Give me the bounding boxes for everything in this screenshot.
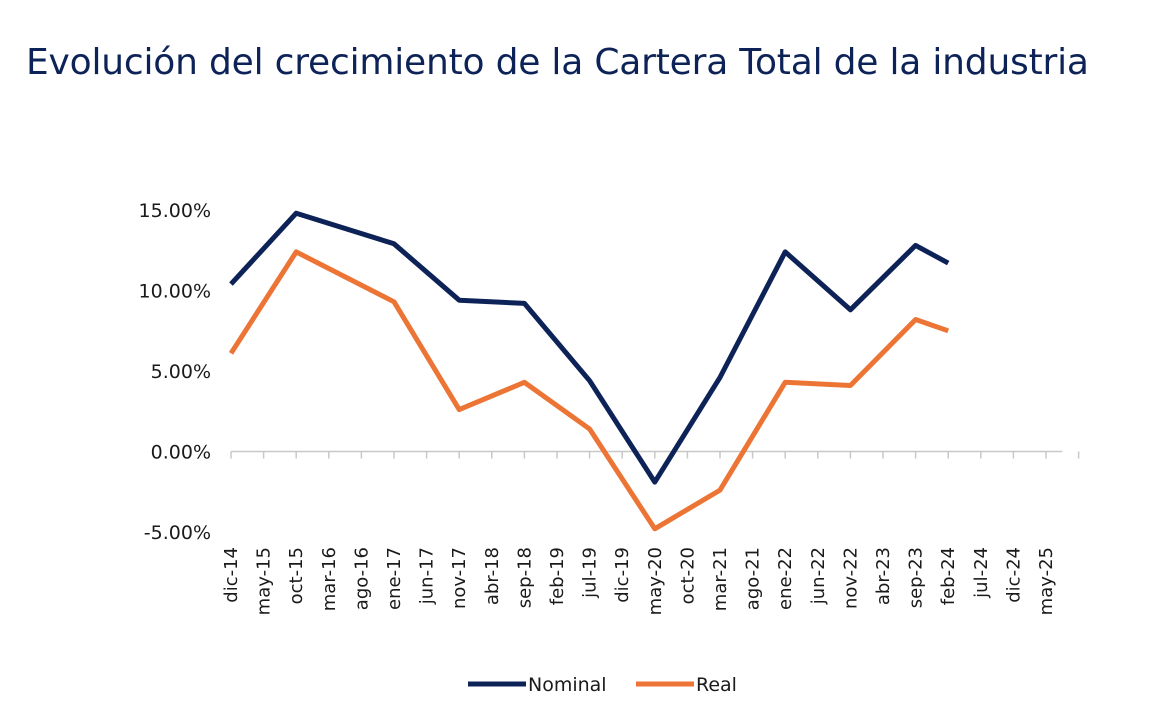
x-tick-label: may-15 [254,547,275,615]
x-tick-label: dic-19 [612,547,633,603]
x-tick-label: feb-24 [938,547,959,605]
x-tick-label: mar-16 [319,547,340,611]
legend-label-real: Real [696,674,737,696]
x-axis-labels: dic-14 may-15 oct-15 mar-16 ago-16 ene-17 jun-… [221,547,1057,615]
x-axis [230,450,1080,459]
x-tick-label: may-20 [645,547,666,615]
x-tick-label: jun-17 [417,547,438,605]
x-tick-label: ago-16 [351,547,372,610]
y-tick-label: 15.00% [139,200,211,222]
chart-title: Evolución del crecimiento de la Cartera … [26,42,1089,83]
x-tick-label: feb-19 [547,547,568,605]
x-tick-label: nov-22 [840,547,861,609]
x-tick-label: ene-22 [775,547,796,610]
legend-label-nominal: Nominal [528,674,607,696]
x-tick-label: dic-24 [1003,547,1024,603]
x-tick-label: jul-19 [580,547,601,599]
series-layer [228,210,950,532]
x-tick-label: dic-14 [221,547,242,603]
legend: Nominal Real [468,674,737,696]
x-tick-label: ago-21 [743,547,764,610]
series-line-real [228,249,950,532]
x-tick-label: oct-20 [677,547,698,604]
x-tick-label: ene-17 [384,547,405,610]
x-tick-label: may-25 [1036,547,1057,615]
x-tick-label: abr-18 [482,547,503,605]
x-tick-label: oct-15 [286,547,307,604]
x-tick-label: jun-22 [808,547,829,605]
x-tick-label: abr-23 [873,547,894,605]
y-tick-label: 0.00% [151,442,211,464]
x-tick-label: sep-23 [906,547,927,608]
y-tick-label: 5.00% [151,361,211,383]
x-tick-label: sep-18 [514,547,535,608]
x-tick-label: jul-24 [971,547,992,599]
y-axis: 15.00% 10.00% 5.00% 0.00% -5.00% [139,200,211,544]
x-tick-label: nov-17 [449,547,470,609]
x-tick-label: mar-21 [710,547,731,611]
y-tick-label: 10.00% [139,281,211,303]
series-line-nominal [229,210,950,485]
y-tick-label: -5.00% [144,522,211,544]
